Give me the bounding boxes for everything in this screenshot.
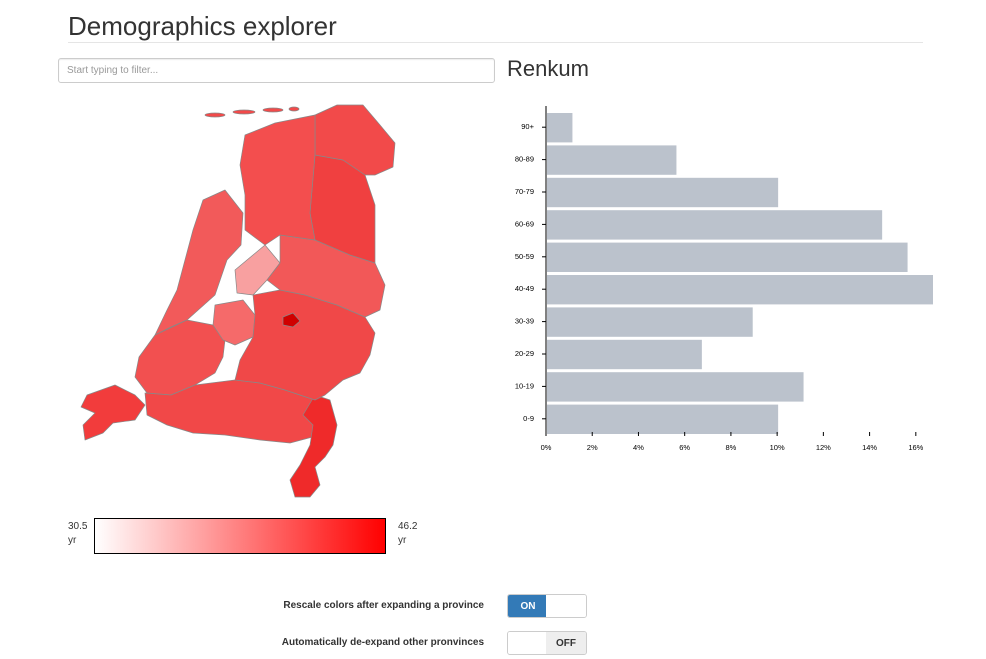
map-region-renkum[interactable]	[282, 312, 301, 328]
wadden-island[interactable]	[288, 106, 300, 112]
bar-30-39	[547, 307, 753, 337]
legend-max-unit: yr	[398, 535, 407, 546]
x-tick-label: 10%	[770, 443, 785, 452]
x-tick-label: 2%	[587, 443, 598, 452]
map-region-utrecht[interactable]	[212, 299, 256, 346]
auto-deexpand-label: Automatically de-expand other pronvinces	[281, 637, 484, 648]
y-tick-label: 0-9	[523, 414, 534, 423]
bar-80-89	[547, 145, 677, 175]
netherlands-map[interactable]	[75, 95, 415, 505]
y-tick-label: 80-89	[515, 155, 534, 164]
page-title: Demographics explorer	[68, 11, 337, 42]
bar-70-79	[547, 177, 779, 208]
rescale-colors-label: Rescale colors after expanding a provinc…	[283, 600, 484, 611]
legend-max-value: 46.2	[398, 521, 418, 532]
map-region-flevoland[interactable]	[234, 244, 281, 296]
selected-region-name: Renkum	[507, 56, 589, 81]
map-region-groningen[interactable]	[314, 104, 396, 176]
bar-40-49	[547, 275, 933, 305]
y-tick-label: 10-19	[515, 381, 534, 390]
bar-90+	[547, 113, 573, 143]
title-divider	[68, 42, 923, 43]
y-tick-label: 30-39	[515, 317, 534, 326]
color-scale-bar	[94, 518, 386, 554]
bar-10-19	[547, 372, 804, 402]
age-distribution-chart: 90+ 80-89 70-79 60-69 50-59 40-49 30-39 20-29 10…	[515, 106, 933, 452]
toggle-off-segment: OFF	[546, 632, 586, 654]
toggle-blank-segment	[508, 632, 548, 654]
auto-deexpand-toggle[interactable]: OFF	[507, 631, 587, 655]
y-tick-label: 50-59	[515, 252, 534, 261]
legend-min-unit: yr	[68, 535, 77, 546]
map-region-zuid-holland[interactable]	[134, 319, 226, 396]
wadden-island[interactable]	[262, 107, 284, 113]
wadden-island[interactable]	[232, 109, 256, 115]
map-region-limburg[interactable]	[289, 394, 338, 498]
y-tick-label: 40-49	[515, 284, 534, 293]
y-tick-label: 90+	[521, 122, 534, 131]
bar-20-29	[547, 339, 702, 370]
x-tick-label: 12%	[816, 443, 831, 452]
map-region-friesland[interactable]	[239, 114, 316, 246]
toggle-blank-segment	[546, 595, 586, 617]
bar-60-69	[547, 210, 883, 240]
y-tick-label: 60-69	[515, 219, 534, 228]
rescale-colors-toggle[interactable]: ON	[507, 594, 587, 618]
wadden-island[interactable]	[204, 112, 226, 118]
legend-max: 46.2 yr	[398, 520, 417, 548]
toggle-on-segment: ON	[508, 595, 548, 617]
bar-50-59	[547, 242, 908, 272]
x-tick-label: 4%	[633, 443, 644, 452]
filter-input[interactable]	[58, 58, 495, 83]
y-tick-label: 20-29	[515, 349, 534, 358]
bar-0-9	[547, 404, 779, 434]
map-region-zeeland[interactable]	[80, 384, 146, 441]
legend-min: 30.5 yr	[68, 520, 87, 548]
x-tick-label: 16%	[908, 443, 923, 452]
x-tick-label: 0%	[541, 443, 552, 452]
x-tick-label: 8%	[725, 443, 736, 452]
y-tick-label: 70-79	[515, 187, 534, 196]
x-tick-label: 14%	[862, 443, 877, 452]
x-tick-label: 6%	[679, 443, 690, 452]
legend-min-value: 30.5	[68, 521, 88, 532]
